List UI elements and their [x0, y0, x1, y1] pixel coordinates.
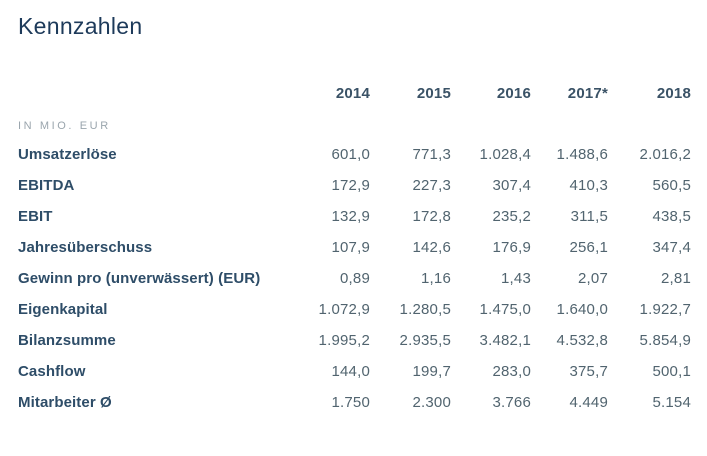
value-cell: 142,6	[412, 239, 451, 256]
value-cell: 176,9	[492, 239, 531, 256]
row-label: EBITDA	[18, 177, 75, 194]
row-label: Eigenkapital	[18, 301, 108, 318]
value-cell: 307,4	[492, 177, 531, 194]
value-cell: 1.280,5	[399, 301, 451, 318]
value-cell: 1.072,9	[318, 301, 370, 318]
table-row-jahresueberschuss: Jahresüberschuss 107,9 142,6 176,9 256,1…	[18, 225, 691, 256]
table-row-ebitda: EBITDA 172,9 227,3 307,4 410,3 560,5	[18, 163, 691, 194]
year-header-2015: 2015	[416, 85, 451, 102]
value-cell: 375,7	[569, 363, 608, 380]
value-cell: 5.154	[652, 394, 691, 411]
value-cell: 4.449	[569, 394, 608, 411]
row-label: Mitarbeiter Ø	[18, 394, 112, 411]
table-row-cashflow: Cashflow 144,0 199,7 283,0 375,7 500,1	[18, 349, 691, 380]
key-figures-table: 2014 2015 2016 2017* 2018 IN MIO. EUR Um…	[18, 85, 691, 411]
unit-label: IN MIO. EUR	[18, 120, 111, 132]
key-figures-section: Kennzahlen 2014 2015 2016 2017* 2018 IN …	[18, 13, 691, 411]
value-cell: 1,16	[421, 270, 451, 287]
table-row-eigenkapital: Eigenkapital 1.072,9 1.280,5 1.475,0 1.6…	[18, 287, 691, 318]
value-cell: 560,5	[652, 177, 691, 194]
value-cell: 1.475,0	[479, 301, 531, 318]
value-cell: 199,7	[412, 363, 451, 380]
table-row-mitarbeiter: Mitarbeiter Ø 1.750 2.300 3.766 4.449 5.…	[18, 380, 691, 411]
value-cell: 2,81	[661, 270, 691, 287]
year-header-2017: 2017*	[567, 85, 608, 102]
value-cell: 601,0	[331, 146, 370, 163]
table-row-bilanzsumme: Bilanzsumme 1.995,2 2.935,5 3.482,1 4.53…	[18, 318, 691, 349]
value-cell: 227,3	[412, 177, 451, 194]
value-cell: 2.016,2	[639, 146, 691, 163]
value-cell: 1.488,6	[556, 146, 608, 163]
value-cell: 5.854,9	[639, 332, 691, 349]
value-cell: 172,8	[412, 208, 451, 225]
table-row-umsatzerloese: Umsatzerlöse 601,0 771,3 1.028,4 1.488,6…	[18, 132, 691, 163]
row-label: Jahresüberschuss	[18, 239, 153, 256]
value-cell: 256,1	[569, 239, 608, 256]
year-header-row: 2014 2015 2016 2017* 2018	[18, 85, 691, 102]
value-cell: 438,5	[652, 208, 691, 225]
value-cell: 0,89	[340, 270, 370, 287]
year-header-2016: 2016	[496, 85, 531, 102]
value-cell: 144,0	[331, 363, 370, 380]
value-cell: 107,9	[331, 239, 370, 256]
row-label: Cashflow	[18, 363, 86, 380]
value-cell: 283,0	[492, 363, 531, 380]
row-label: Gewinn pro (unverwässert) (EUR)	[18, 270, 261, 287]
page-title: Kennzahlen	[18, 13, 143, 39]
table-row-gewinn-pro-aktie: Gewinn pro (unverwässert) (EUR) 0,89 1,1…	[18, 256, 691, 287]
row-label: Bilanzsumme	[18, 332, 116, 349]
value-cell: 2.935,5	[399, 332, 451, 349]
value-cell: 1.750	[331, 394, 370, 411]
year-header-2014: 2014	[335, 85, 370, 102]
row-label: EBIT	[18, 208, 53, 225]
table-row-ebit: EBIT 132,9 172,8 235,2 311,5 438,5	[18, 194, 691, 225]
value-cell: 347,4	[652, 239, 691, 256]
value-cell: 235,2	[492, 208, 531, 225]
value-cell: 1.028,4	[479, 146, 531, 163]
unit-row: IN MIO. EUR	[18, 102, 691, 132]
value-cell: 3.482,1	[479, 332, 531, 349]
value-cell: 3.766	[492, 394, 531, 411]
value-cell: 1.995,2	[318, 332, 370, 349]
year-header-2018: 2018	[656, 85, 691, 102]
value-cell: 500,1	[652, 363, 691, 380]
value-cell: 2,07	[578, 270, 608, 287]
value-cell: 4.532,8	[556, 332, 608, 349]
value-cell: 410,3	[569, 177, 608, 194]
header-corner-cell	[18, 85, 290, 102]
value-cell: 1,43	[501, 270, 531, 287]
value-cell: 1.640,0	[556, 301, 608, 318]
value-cell: 2.300	[412, 394, 451, 411]
row-label: Umsatzerlöse	[18, 146, 117, 163]
value-cell: 1.922,7	[639, 301, 691, 318]
value-cell: 311,5	[570, 208, 608, 225]
value-cell: 132,9	[331, 208, 370, 225]
value-cell: 771,3	[412, 146, 451, 163]
value-cell: 172,9	[331, 177, 370, 194]
